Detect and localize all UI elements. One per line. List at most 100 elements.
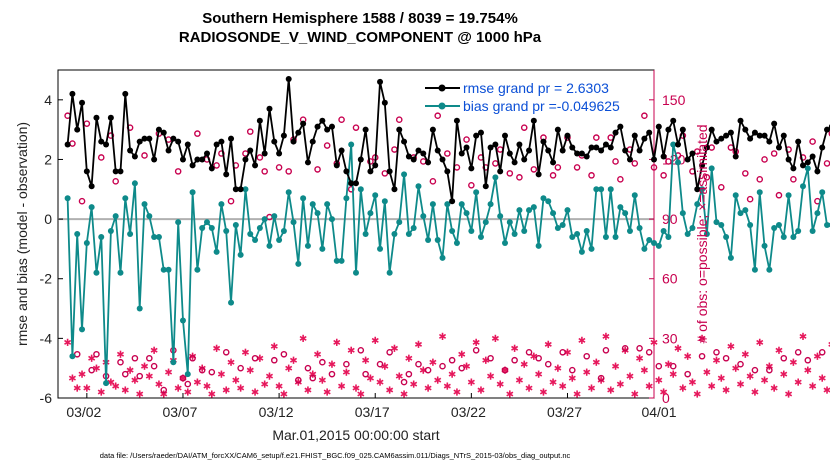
possible-point: [554, 164, 562, 171]
rmse-point: [415, 147, 422, 154]
bias-point: [362, 231, 369, 237]
bias-point: [170, 359, 177, 366]
bias-point: [83, 239, 90, 246]
rmse-point: [482, 183, 489, 190]
possible-point: [237, 364, 244, 372]
bias-point: [675, 159, 682, 166]
rmse-point: [526, 147, 533, 154]
possible-point: [698, 352, 706, 360]
assimilated-point: [727, 342, 735, 350]
bias-point: [646, 236, 653, 243]
possible-point: [444, 150, 451, 157]
possible-point: [424, 366, 432, 374]
possible-point: [790, 176, 797, 183]
rmse-point: [165, 147, 172, 154]
bias-point: [771, 225, 778, 232]
possible-point: [535, 354, 542, 362]
bias-point: [742, 207, 749, 214]
possible-point: [117, 358, 124, 366]
bias-point: [199, 225, 206, 232]
bias-point: [280, 228, 287, 235]
bias-point: [607, 186, 614, 193]
assimilated-point: [285, 364, 293, 372]
assimilated-point: [328, 360, 336, 368]
possible-point: [112, 178, 119, 185]
bias-point: [405, 231, 412, 237]
rmse-point: [401, 138, 408, 145]
assimilated-point: [520, 360, 528, 368]
assimilated-point: [717, 374, 725, 382]
bias-point: [232, 222, 239, 229]
bias-point: [160, 266, 167, 273]
assimilated-point: [496, 380, 504, 388]
bias-point: [237, 251, 244, 258]
possible-point: [612, 158, 619, 165]
assimilated-point: [347, 346, 355, 354]
possible-point: [256, 154, 264, 161]
rmse-point: [420, 150, 427, 157]
x-tick-label: 03/07: [162, 404, 197, 420]
x-tick-label: 03/22: [451, 404, 486, 420]
assimilated-point: [275, 382, 283, 390]
rmse-point: [290, 138, 297, 145]
assimilated-point: [741, 350, 749, 358]
assimilated-point: [448, 370, 456, 378]
bias-point: [285, 189, 292, 196]
assimilated-point: [208, 390, 216, 398]
rmse-point: [727, 129, 734, 136]
bias-point: [569, 233, 576, 240]
rmse-point: [348, 180, 355, 187]
assimilated-point: [612, 362, 620, 370]
bias-point: [554, 225, 561, 232]
assimilated-point: [400, 390, 408, 398]
possible-point: [665, 158, 672, 165]
possible-point: [429, 178, 437, 185]
y-left-tick-label: 2: [44, 151, 52, 167]
bias-point: [175, 219, 182, 226]
assimilated-point: [232, 376, 240, 384]
rmse-point: [122, 90, 129, 97]
assimilated-point: [78, 370, 86, 378]
bias-point: [780, 233, 787, 240]
rmse-point: [665, 126, 672, 133]
assimilated-point: [333, 338, 341, 346]
possible-point: [376, 360, 384, 368]
assimilated-point: [318, 376, 326, 384]
x-tick-label: 03/02: [66, 404, 101, 420]
assimilated-point: [712, 356, 721, 364]
assimilated-point: [112, 382, 120, 390]
bias-point: [98, 233, 105, 240]
possible-point: [146, 354, 153, 362]
rmse-point: [660, 153, 667, 160]
rmse-point: [112, 168, 119, 175]
possible-point: [434, 112, 442, 120]
possible-point: [285, 168, 293, 175]
assimilated-point: [126, 366, 134, 374]
rmse-point: [247, 147, 254, 154]
rmse-point: [309, 138, 316, 145]
rmse-point: [699, 162, 706, 169]
rmse-point: [785, 156, 792, 163]
rmse-point: [554, 126, 561, 133]
bias-point: [328, 216, 335, 223]
y-right-tick-label: 60: [662, 271, 678, 287]
possible-point: [213, 162, 220, 169]
bias-point: [444, 201, 451, 208]
bias-point: [824, 222, 830, 229]
assimilated-point: [352, 384, 360, 392]
assimilated-point: [251, 388, 259, 396]
legend-bias-label: bias grand pr =-0.049625: [463, 98, 620, 114]
possible-point: [746, 195, 754, 203]
rmse-point: [497, 168, 504, 175]
rmse-point: [689, 150, 696, 157]
possible-point: [593, 134, 600, 141]
bias-point: [218, 201, 225, 208]
possible-point: [352, 124, 360, 131]
rmse-point: [252, 162, 259, 169]
assimilated-point: [535, 370, 543, 378]
rmse-point: [718, 135, 725, 142]
possible-point: [463, 136, 470, 143]
rmse-point: [208, 165, 215, 172]
rmse-point: [550, 159, 557, 166]
rmse-point: [319, 117, 326, 124]
